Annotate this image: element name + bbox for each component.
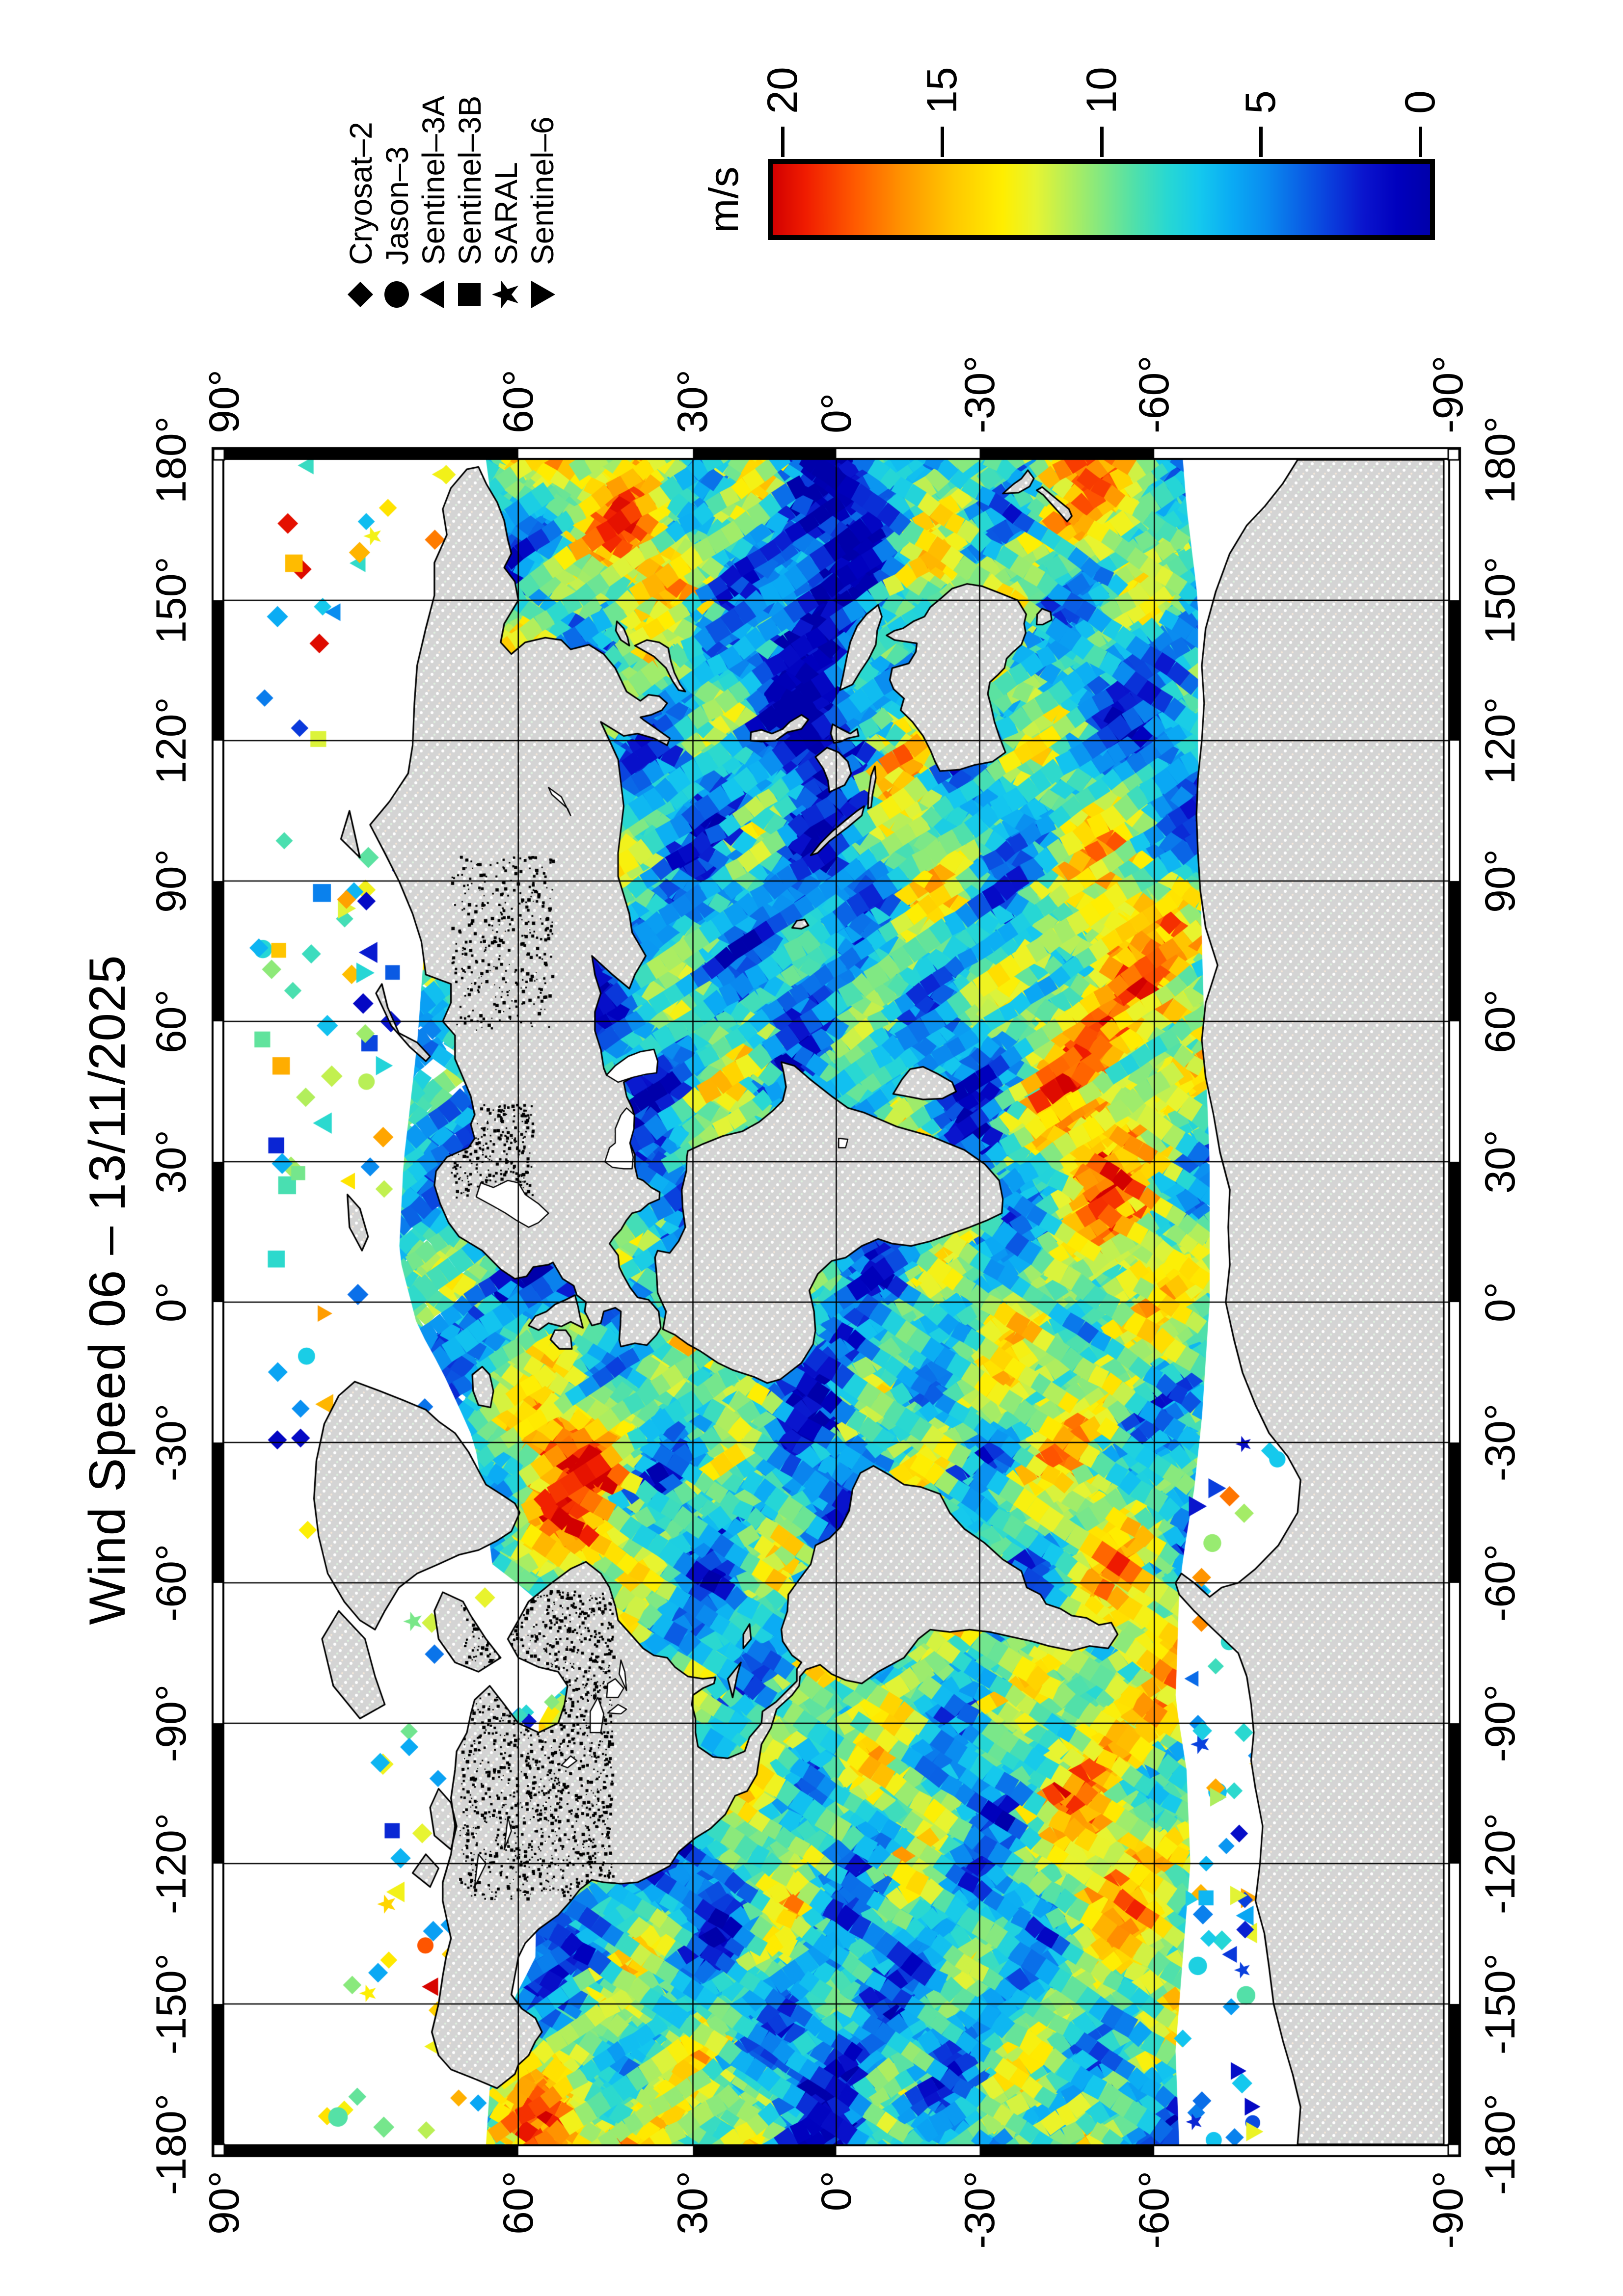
colorbar-tick <box>940 127 944 157</box>
tick-label-lon-top: 120° <box>148 697 195 784</box>
tick-label-lon-bottom: -60° <box>1477 1544 1524 1622</box>
colorbar <box>768 159 1435 240</box>
tick-label-lon-bottom: -150° <box>1477 1953 1524 2055</box>
legend-item-label: Sentinel–3A <box>416 95 451 265</box>
square-icon <box>455 280 484 309</box>
legend-item-label: SARAL <box>488 162 524 265</box>
tick-label-lon-top: -180° <box>148 2093 195 2195</box>
satellite-legend: Cryosat–2 Jason–3 Sentinel–3A Sentinel–3B SA… <box>339 9 569 323</box>
world-map-canvas <box>195 430 1478 2174</box>
colorbar-tick-label: 5 <box>1237 90 1285 114</box>
tick-label-lon-bottom: 90° <box>1477 849 1524 913</box>
plot-title: Wind Speed 06 – 13/11/2025 <box>79 955 136 1625</box>
tick-label-lon-top: -30° <box>148 1403 195 1482</box>
tick-label-lon-top: -120° <box>148 1813 195 1915</box>
tick-label-lon-top: 180° <box>148 416 195 504</box>
tick-label-lat-right: 0° <box>812 393 860 433</box>
tick-label-lat-right: -90° <box>1425 355 1472 433</box>
tick-label-lon-bottom: 30° <box>1477 1129 1524 1194</box>
tick-label-lon-bottom: -120° <box>1477 1813 1524 1915</box>
tick-label-lat-left: 0° <box>812 2171 860 2212</box>
diamond-icon <box>346 280 375 309</box>
tick-label-lon-top: 0° <box>148 1281 195 1323</box>
tick-label-lat-right: 30° <box>669 369 717 433</box>
tick-label-lon-top: -60° <box>148 1544 195 1622</box>
tick-label-lat-right: -60° <box>1131 355 1178 433</box>
colorbar-tick <box>1419 127 1422 157</box>
tick-label-lon-top: 150° <box>148 557 195 644</box>
tick-label-lat-left: 60° <box>494 2171 542 2235</box>
tick-label-lon-bottom: -90° <box>1477 1684 1524 1762</box>
tick-label-lat-left: 90° <box>201 2171 248 2235</box>
colorbar-tick-label: 10 <box>1078 67 1125 114</box>
triangle-up-icon <box>418 280 448 309</box>
legend-item-label: Cryosat–2 <box>343 122 379 265</box>
tick-label-lat-left: -60° <box>1131 2171 1178 2249</box>
tick-label-lon-top: 30° <box>148 1129 195 1194</box>
tick-label-lat-right: 90° <box>201 369 248 433</box>
legend-item-label: Sentinel–3B <box>452 95 487 265</box>
legend-item-label: Jason–3 <box>379 146 415 265</box>
colorbar-tick <box>1259 127 1263 157</box>
tick-label-lon-top: -150° <box>148 1953 195 2055</box>
tick-label-lon-bottom: -30° <box>1477 1403 1524 1482</box>
tick-label-lon-bottom: -180° <box>1477 2093 1524 2195</box>
tick-label-lon-bottom: 0° <box>1477 1281 1524 1323</box>
tick-label-lon-top: 60° <box>148 989 195 1054</box>
triangle-down-icon <box>527 280 557 309</box>
map-frame <box>195 430 1478 2174</box>
legend-item-label: Sentinel–6 <box>525 116 560 265</box>
tick-label-lon-bottom: 180° <box>1477 416 1524 504</box>
tick-label-lat-left: -30° <box>956 2171 1003 2249</box>
tick-label-lat-left: 30° <box>669 2171 717 2235</box>
colorbar-tick-label: 15 <box>918 67 966 114</box>
colorbar-unit-label: m/s <box>701 166 747 233</box>
tick-label-lon-bottom: 60° <box>1477 989 1524 1054</box>
tick-label-lon-top: 90° <box>148 849 195 913</box>
colorbar-tick <box>1100 127 1104 157</box>
tick-label-lat-left: -90° <box>1425 2171 1472 2249</box>
tick-label-lon-bottom: 150° <box>1477 557 1524 644</box>
colorbar-tick-label: 0 <box>1397 90 1444 114</box>
circle-icon <box>382 280 411 309</box>
star-icon <box>491 280 520 309</box>
colorbar-tick <box>781 127 784 157</box>
colorbar-tick-label: 20 <box>759 67 806 114</box>
tick-label-lon-top: -90° <box>148 1684 195 1762</box>
tick-label-lon-bottom: 120° <box>1477 697 1524 784</box>
tick-label-lat-right: -30° <box>956 355 1003 433</box>
